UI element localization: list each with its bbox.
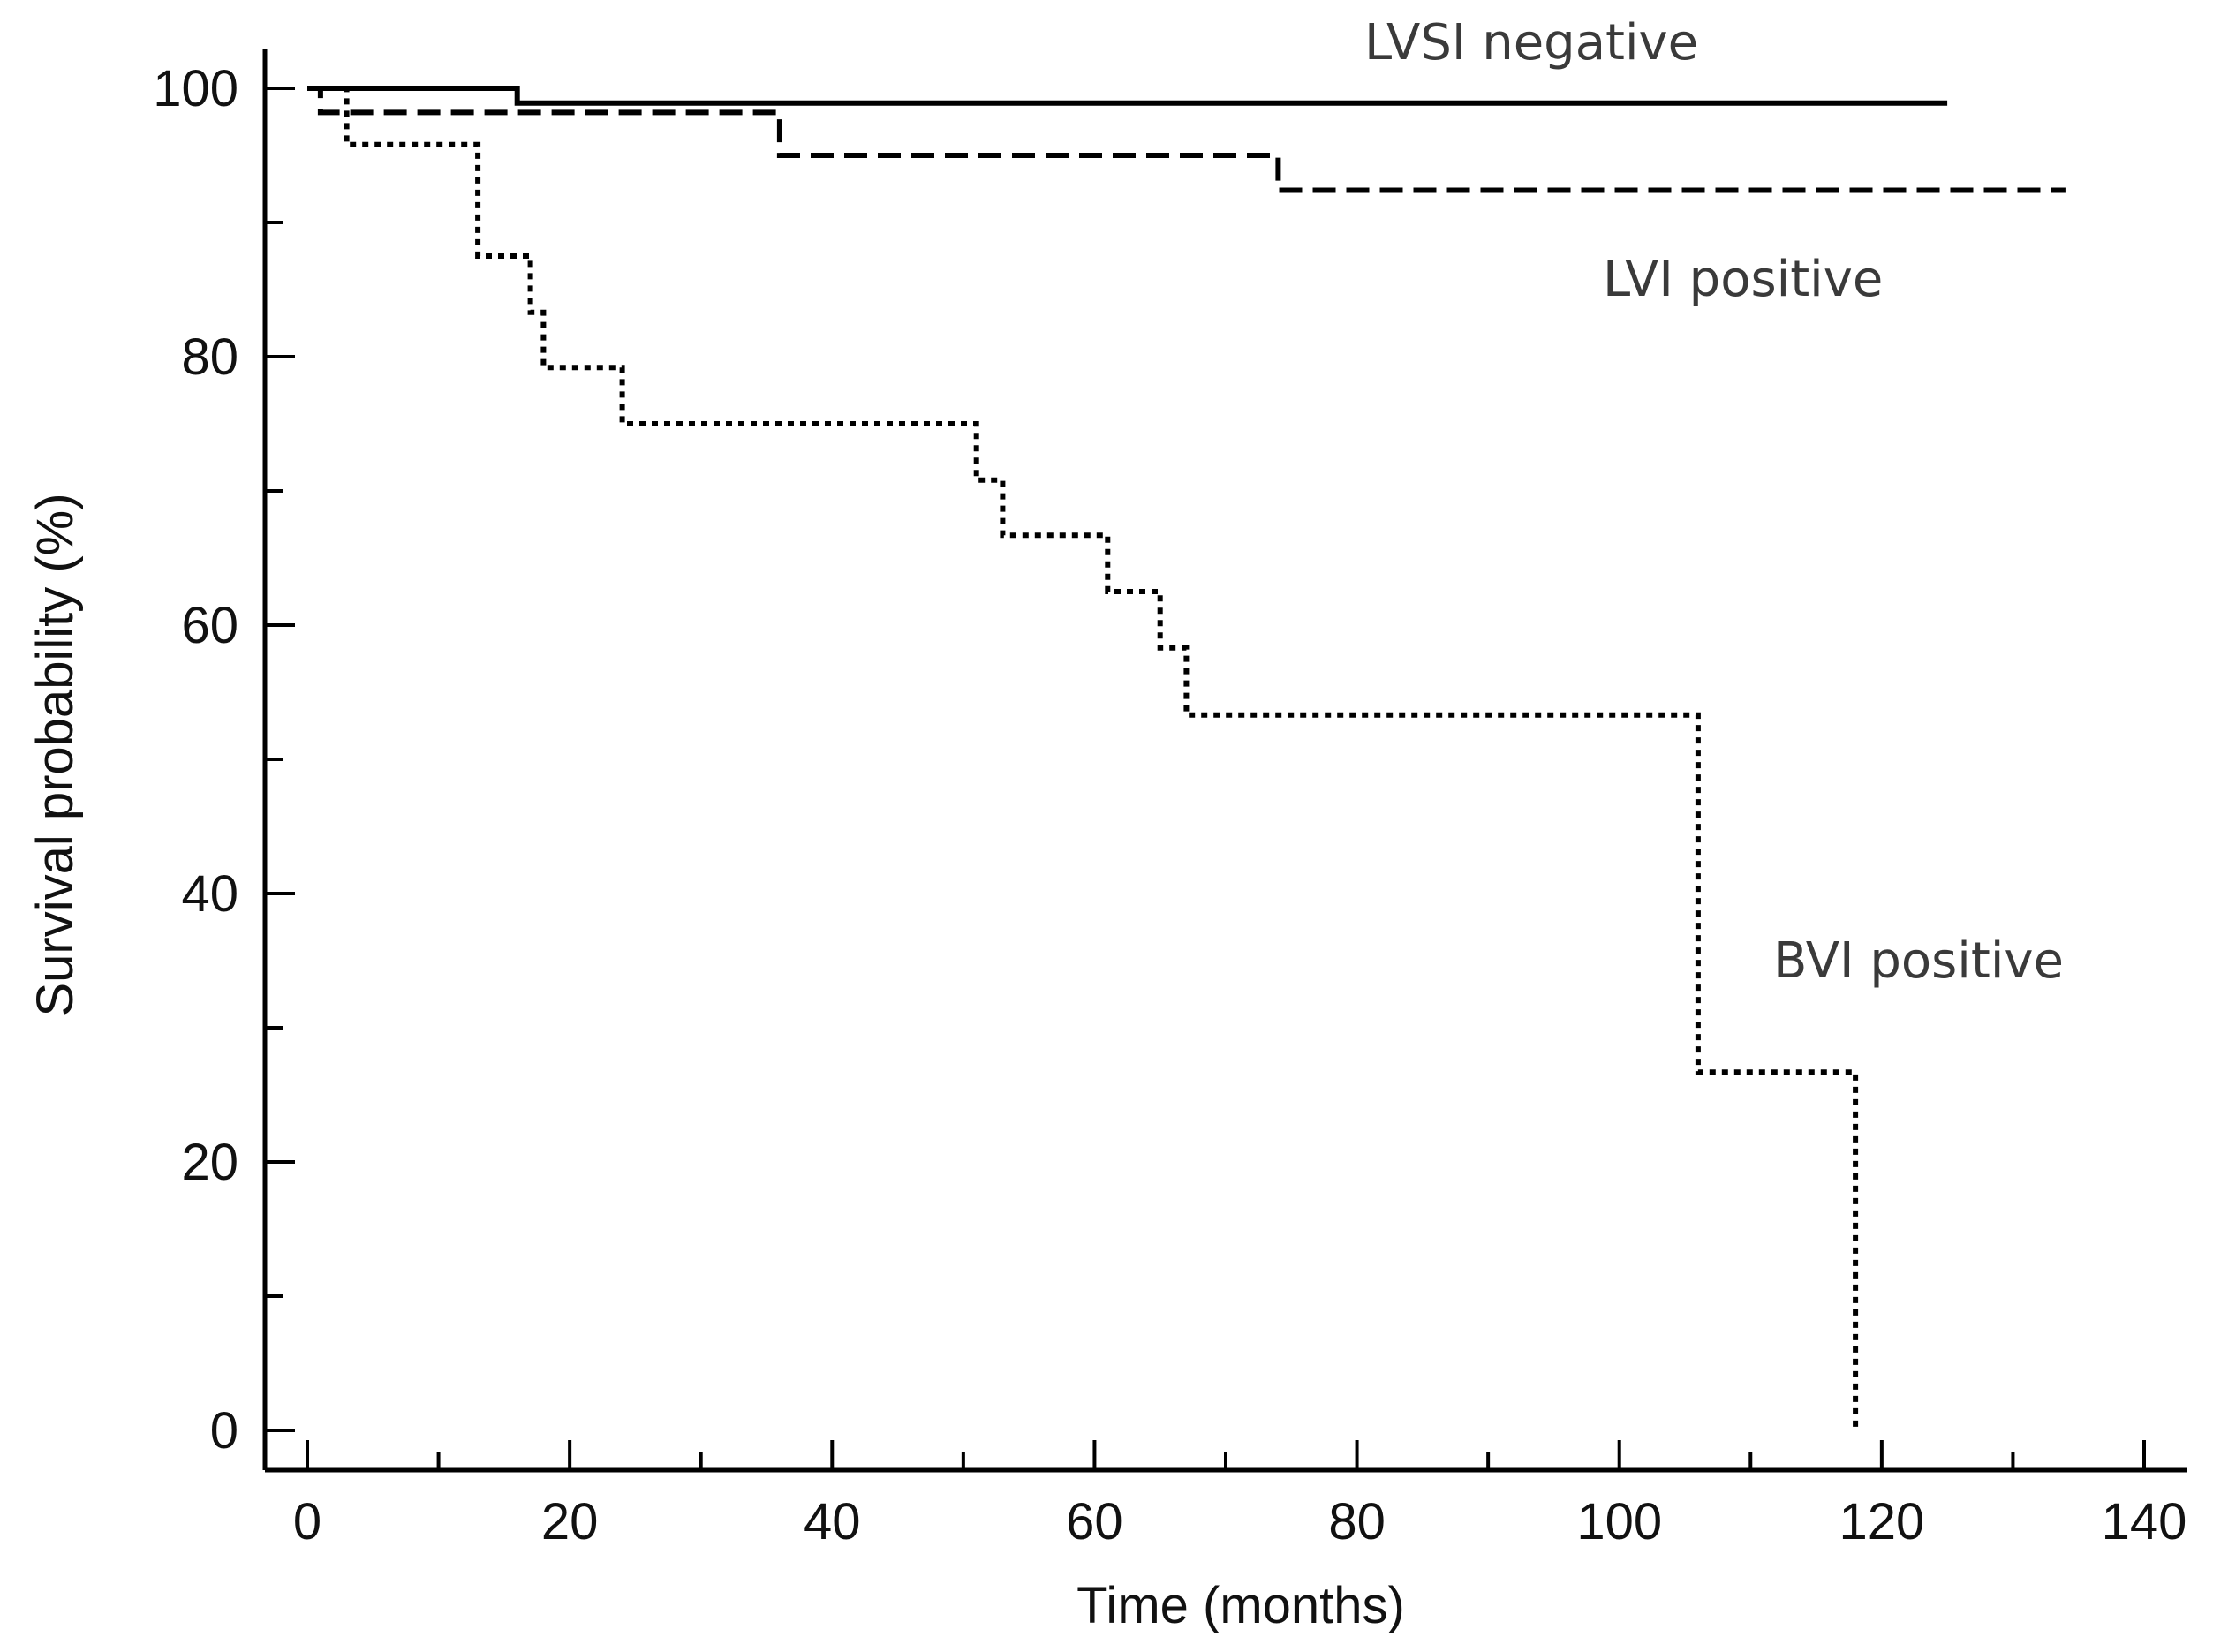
series-label-bvi-positive: BVI positive: [1773, 932, 2064, 990]
ticks: [265, 87, 2146, 1470]
x-tick-label: 120: [1839, 1493, 1924, 1550]
x-tick-label: 20: [541, 1493, 599, 1550]
y-tick-label: 60: [181, 597, 238, 654]
x-tick-label: 140: [2102, 1493, 2187, 1550]
series-label-lvsi-negative: LVSI negative: [1364, 14, 1698, 72]
y-tick-label: 100: [153, 60, 238, 117]
x-tick-label: 60: [1066, 1493, 1123, 1550]
y-tick-label: 80: [181, 328, 238, 386]
y-tick-label: 20: [181, 1134, 238, 1191]
y-tick-label: 0: [210, 1402, 238, 1460]
y-axis-title: Survival probability (%): [26, 493, 84, 1016]
axes: [262, 49, 2187, 1473]
tick-labels: 0 20 40 60 80 100 120 140 0 20 40 60 80 100: [153, 60, 2187, 1550]
x-axis-title: Time (months): [1076, 1577, 1405, 1634]
series-line-lvi-positive: [307, 86, 2066, 193]
series-line-bvi-positive: [307, 86, 1859, 1430]
series-label-lvi-positive: LVI positive: [1603, 251, 1883, 308]
x-tick-label: 40: [804, 1493, 861, 1550]
x-tick-label: 100: [1576, 1493, 1662, 1550]
x-tick-label: 0: [293, 1493, 321, 1550]
x-tick-label: 80: [1328, 1493, 1386, 1550]
y-tick-label: 40: [181, 865, 238, 923]
series-labels: LVSI negative LVI positive BVI positive: [1364, 14, 2064, 990]
series-line-lvsi-negative: [307, 86, 1948, 106]
series-lines: [307, 86, 2066, 1430]
